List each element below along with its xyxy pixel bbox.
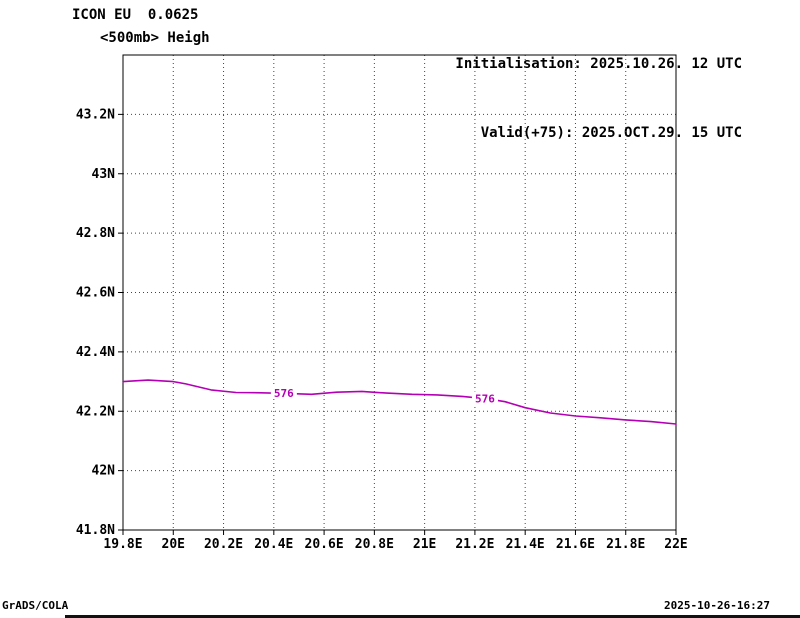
contour-value-label: 576 bbox=[475, 392, 495, 405]
valid-time: Valid(+75): 2025.OCT.29. 15 UTC bbox=[480, 125, 742, 141]
y-axis-labels: 41.8N 42N 42.2N 42.4N 42.6N 42.8N 43N 43.2N bbox=[76, 107, 115, 538]
contour-line-576 bbox=[122, 379, 677, 425]
y-tick-label: 42.4N bbox=[76, 345, 115, 360]
plot-border bbox=[122, 54, 677, 531]
axis-ticks bbox=[118, 113, 677, 535]
x-tick-label: 21.2E bbox=[455, 537, 494, 552]
x-tick-label: 20E bbox=[162, 537, 185, 552]
model-title: ICON EU 0.0625 bbox=[72, 7, 199, 23]
run-info: Initialisation: 2025.10.26. 12 UTC Valid… bbox=[455, 7, 742, 191]
creation-timestamp: 2025-10-26-16:27 bbox=[664, 599, 770, 612]
x-tick-label: 20.2E bbox=[204, 537, 243, 552]
x-tick-label: 21.6E bbox=[556, 537, 595, 552]
y-tick-label: 42.2N bbox=[76, 404, 115, 419]
x-tick-label: 20.4E bbox=[254, 537, 293, 552]
grid-lines bbox=[122, 55, 677, 531]
y-tick-label: 41.8N bbox=[76, 523, 115, 538]
y-tick-label: 42.6N bbox=[76, 286, 115, 301]
x-tick-label: 20.6E bbox=[305, 537, 344, 552]
contour-label-mask bbox=[270, 385, 297, 399]
x-tick-label: 20.8E bbox=[355, 537, 394, 552]
initialisation-time: Initialisation: 2025.10.26. 12 UTC bbox=[455, 56, 742, 72]
bottom-edge-bar bbox=[65, 615, 800, 618]
y-tick-label: 43.2N bbox=[76, 107, 115, 122]
grads-credit: GrADS/COLA bbox=[2, 599, 69, 612]
y-tick-label: 43N bbox=[92, 167, 116, 182]
x-tick-label: 21.8E bbox=[606, 537, 645, 552]
y-tick-label: 42N bbox=[92, 464, 116, 479]
x-tick-label: 19.8E bbox=[103, 537, 142, 552]
field-title: <500mb> Heigh bbox=[100, 30, 210, 46]
contour-label-mask bbox=[471, 391, 498, 405]
x-tick-label: 22E bbox=[664, 537, 687, 552]
x-axis-labels: 19.8E 20E 20.2E 20.4E 20.6E 20.8E 21E 21.2E 21.4… bbox=[103, 537, 687, 552]
y-tick-label: 42.8N bbox=[76, 226, 115, 241]
x-tick-label: 21.4E bbox=[506, 537, 545, 552]
contour-value-label: 576 bbox=[274, 387, 294, 400]
x-tick-label: 21E bbox=[413, 537, 436, 552]
